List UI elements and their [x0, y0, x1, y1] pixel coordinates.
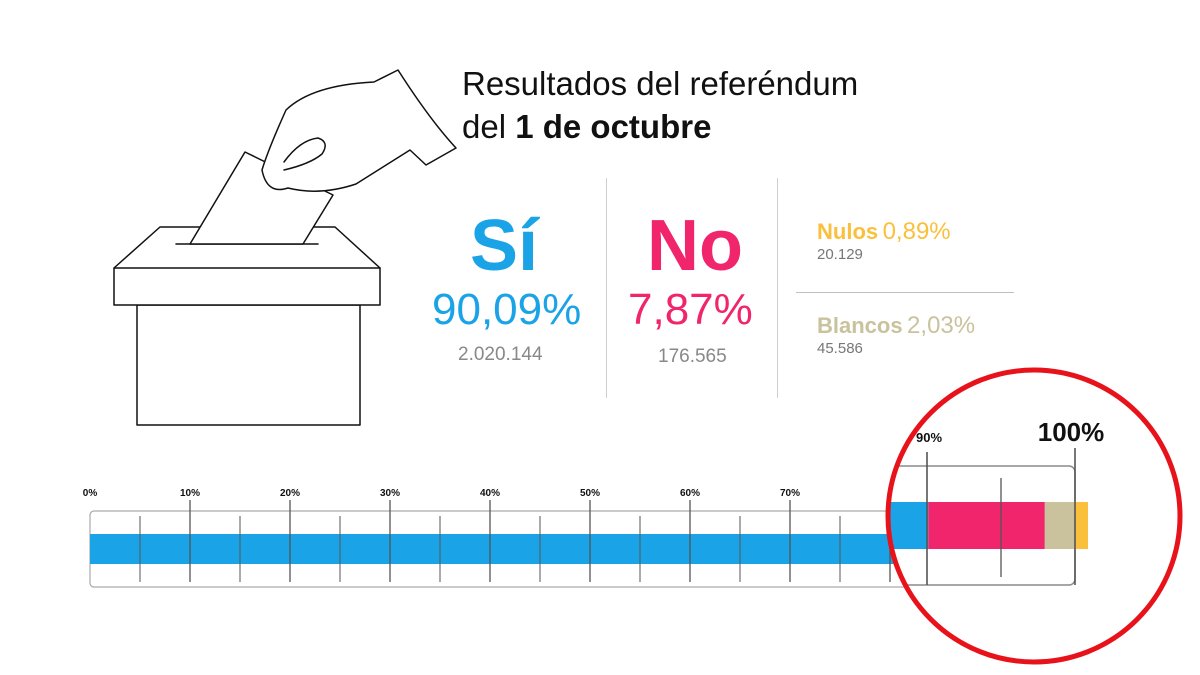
bar-layer: 0% 10% 20% 30% 40% 50% 60% 70%	[83, 488, 1099, 588]
blancos-block: Blancos 2,03% 45.586	[817, 312, 975, 357]
nulos-block: Nulos 0,89% 20.129	[817, 218, 951, 263]
x-tick-label: 0%	[83, 488, 98, 499]
ballot-box-illustration	[113, 69, 457, 426]
x-tick-label: 50%	[580, 488, 600, 499]
x-tick-label: 40%	[480, 488, 500, 499]
zoom-inset: 90% 100%	[888, 370, 1180, 662]
chart-title: Resultados del referéndum del 1 de octub…	[462, 62, 858, 148]
divider-nulos-blancos	[796, 292, 1014, 293]
x-tick-label: 70%	[780, 488, 800, 499]
zoom-circle-outline	[885, 367, 1183, 665]
title-date: 1 de octubre	[515, 108, 712, 145]
nulos-label: Nulos	[817, 219, 879, 244]
zoom-segment-sí	[888, 502, 929, 549]
no-votes: 176.565	[658, 346, 727, 367]
zoom-label-100: 100%	[1038, 417, 1105, 447]
blancos-label: Blancos	[817, 313, 903, 338]
blancos-percent: 2,03%	[907, 312, 976, 339]
si-label: Sí	[470, 206, 539, 286]
no-label: No	[647, 206, 743, 286]
si-votes: 2.020.144	[458, 344, 543, 365]
nulos-percent: 0,89%	[882, 218, 951, 245]
zoom-segment-blancos	[1044, 502, 1075, 549]
zoom-segment-nulos	[1074, 502, 1089, 549]
divider-si-no	[606, 178, 607, 398]
si-percent: 90,09%	[432, 285, 582, 334]
ballot-box-body	[136, 304, 361, 426]
divider-no-minor	[777, 178, 778, 398]
zoom-label-90: 90%	[916, 430, 942, 445]
title-line-2-prefix: del	[462, 108, 516, 145]
x-tick-label: 20%	[280, 488, 300, 499]
nulos-votes: 20.129	[817, 246, 863, 263]
nulos-heading: Nulos 0,89%	[817, 218, 951, 246]
title-line-2: del 1 de octubre	[462, 105, 858, 148]
blancos-heading: Blancos 2,03%	[817, 312, 975, 340]
x-tick-label: 30%	[380, 488, 400, 499]
x-tick-label: 60%	[680, 488, 700, 499]
title-line-1: Resultados del referéndum	[462, 65, 859, 102]
zoom-segment-no	[928, 502, 1045, 549]
no-percent: 7,87%	[628, 285, 753, 334]
x-tick-label: 10%	[180, 488, 200, 499]
blancos-votes: 45.586	[817, 340, 863, 357]
